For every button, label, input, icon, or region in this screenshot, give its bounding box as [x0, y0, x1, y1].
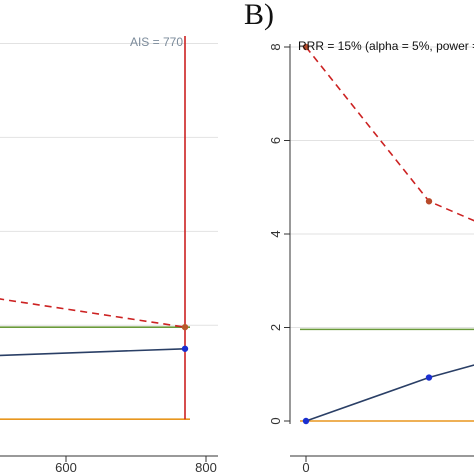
series-dashed-line [305, 46, 474, 222]
y-tick-label: 8 [268, 43, 283, 50]
y-tick-label: 2 [268, 324, 283, 331]
point-dashed [425, 198, 433, 205]
series-solid-line [0, 347, 186, 357]
x-tick-label: 800 [195, 460, 217, 474]
y-tick-label: 6 [268, 137, 283, 144]
point-solid [425, 374, 433, 381]
panel-a-chart: AIS = 770 600 800 [0, 35, 218, 474]
point-solid [181, 345, 189, 352]
ais-label: AIS = 770 [130, 35, 183, 49]
series-solid-line [305, 364, 474, 422]
panel-label-b: B) [244, 0, 274, 31]
x-tick-label: 0 [302, 460, 309, 474]
x-tick-label: 600 [55, 460, 77, 474]
y-tick-label: 4 [268, 230, 283, 237]
y-tick-label: 0 [268, 417, 283, 424]
point-dashed [181, 323, 189, 331]
series-dashed-line [0, 298, 186, 328]
point-solid [302, 417, 310, 425]
panel-b-chart: B) RRR = 15% (alpha = 5%, power = 0 2 4 6 8 0 [244, 0, 474, 474]
point-dashed [302, 43, 310, 51]
annotation-text: RRR = 15% (alpha = 5%, power = [298, 39, 474, 53]
